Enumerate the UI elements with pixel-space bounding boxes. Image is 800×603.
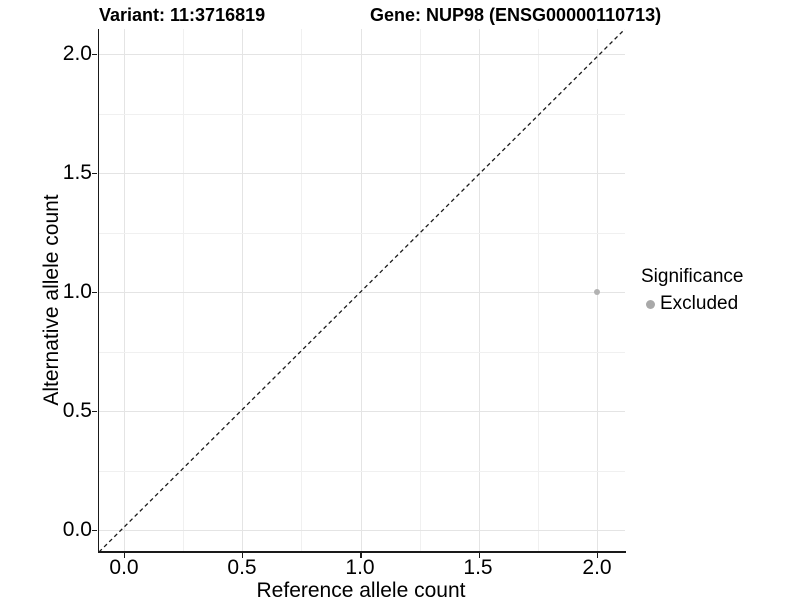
y-tick-label: 1.0 (62, 280, 92, 303)
y-tick (92, 291, 97, 293)
x-axis-line (97, 551, 626, 553)
gridline-vertical-major (360, 29, 362, 552)
legend-title: Significance (641, 266, 744, 287)
gridline-vertical-minor (183, 29, 184, 552)
x-tick-label: 1.0 (345, 556, 375, 579)
gridline-horizontal-major (99, 173, 625, 174)
y-axis-line (97, 29, 100, 553)
x-tick-label: 2.0 (582, 556, 612, 579)
gridline-vertical-major (124, 29, 125, 552)
x-tick-label: 1.5 (463, 556, 493, 579)
x-tick (123, 553, 125, 558)
x-tick (478, 553, 480, 558)
y-tick (92, 410, 97, 412)
x-tick (241, 553, 243, 558)
identity-dashed-line (99, 29, 625, 552)
x-tick-label: 0.5 (227, 556, 257, 579)
gridline-horizontal-minor (99, 351, 625, 353)
legend-entry-excluded: Excluded (641, 293, 743, 315)
x-tick (360, 553, 362, 558)
x-tick-label: 0.0 (109, 556, 139, 579)
y-tick-label: 0.5 (62, 399, 92, 422)
data-point-excluded (594, 289, 600, 295)
gridline-vertical-major (242, 29, 243, 552)
gridline-horizontal-minor (99, 470, 625, 472)
legend: Significance Excluded (641, 266, 743, 315)
y-tick (92, 53, 97, 55)
plot-panel (99, 29, 625, 552)
gridline-horizontal-major (99, 530, 625, 531)
y-tick (92, 172, 97, 174)
gridline-horizontal-major (99, 292, 625, 293)
gridline-vertical-minor (301, 29, 302, 552)
gridline-vertical-major (479, 29, 480, 552)
gridline-horizontal-minor (99, 232, 625, 234)
plot-title-variant: Variant: 11:3716819 (99, 5, 266, 25)
gridline-horizontal-major (99, 54, 625, 55)
y-tick-label: 1.5 (62, 161, 92, 184)
gridline-horizontal-minor (99, 113, 625, 115)
plot-title-gene: Gene: NUP98 (ENSG00000110713) (370, 5, 662, 25)
y-tick-label: 2.0 (62, 42, 92, 65)
gridline-vertical-minor (538, 29, 539, 552)
gridline-horizontal-major (99, 411, 625, 412)
legend-entry-label: Excluded (660, 293, 739, 314)
y-tick-label: 0.0 (62, 518, 92, 541)
gridline-vertical-minor (419, 29, 421, 552)
x-tick (596, 553, 598, 558)
y-axis-title: Alternative allele count (40, 194, 63, 406)
x-axis-title: Reference allele count (256, 579, 466, 602)
legend-excluded-dot-icon (646, 299, 655, 309)
y-tick (92, 529, 97, 531)
